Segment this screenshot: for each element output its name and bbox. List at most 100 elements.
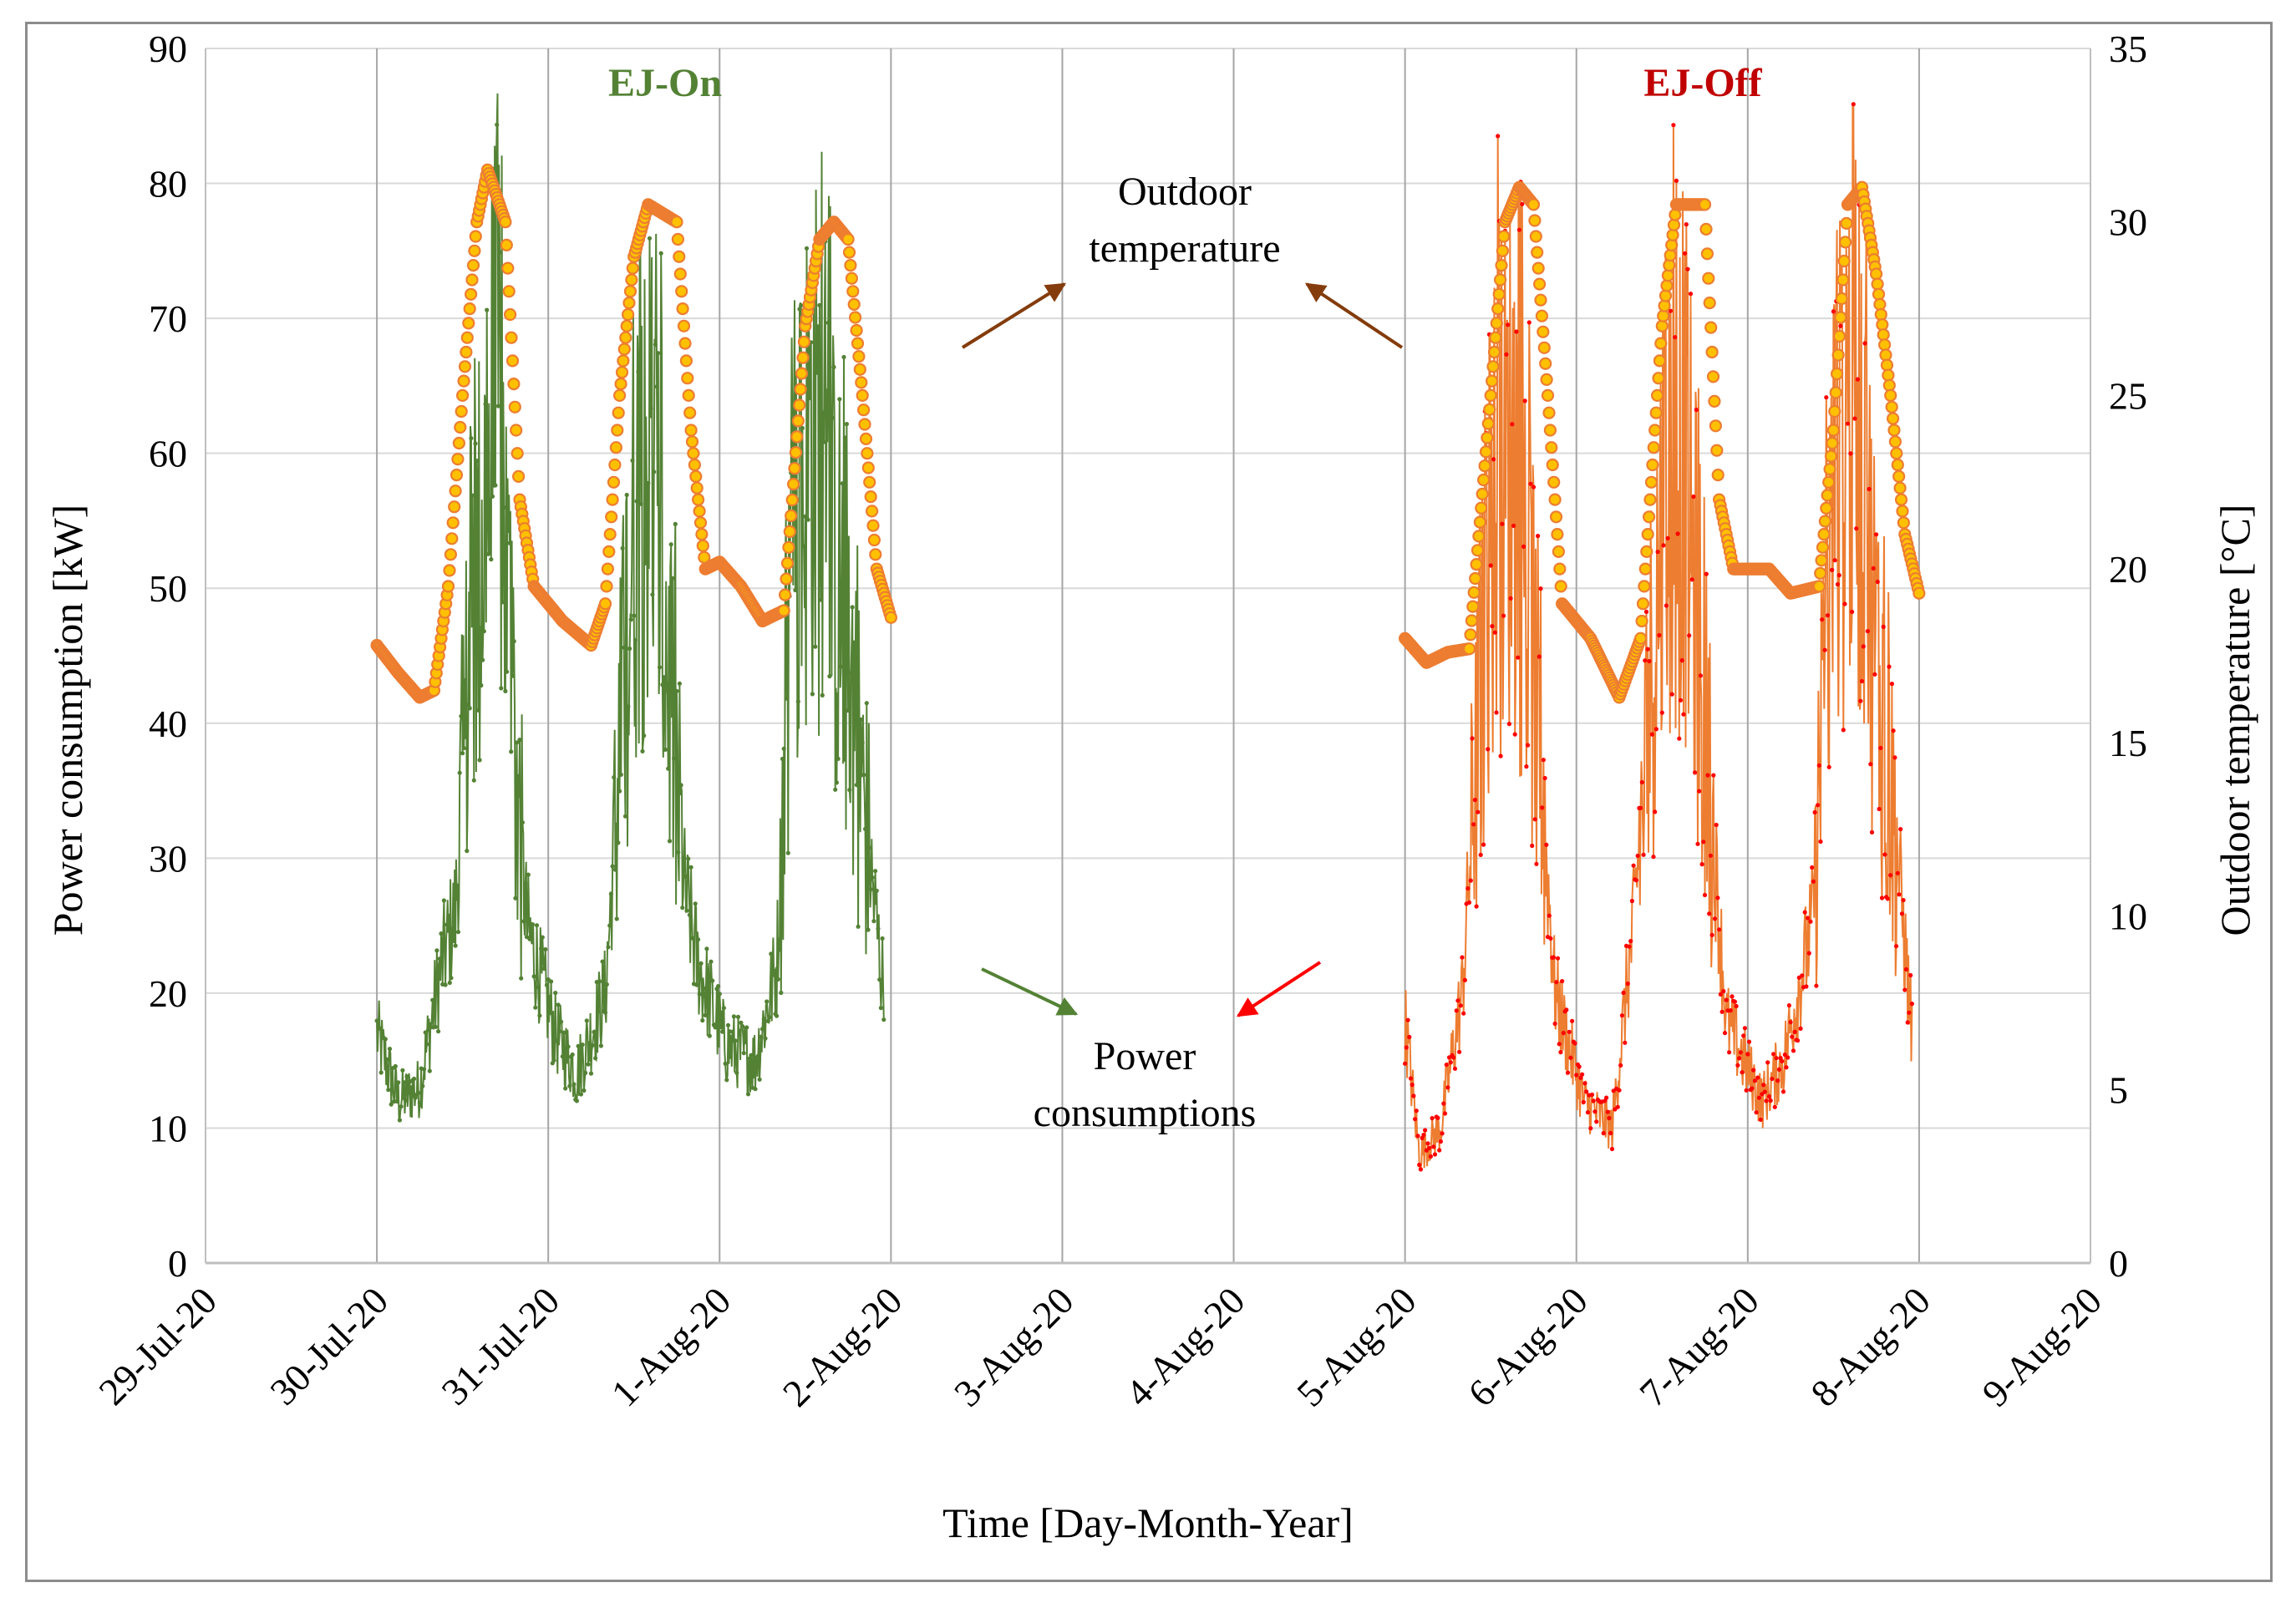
power-ej-on-point [393,1063,398,1069]
power-ej-on-point [800,425,805,431]
power-ej-off-point [1717,927,1722,932]
power-ej-off-point [1580,1072,1585,1077]
annotation-temperature-line-1: Outdoor [1118,170,1252,214]
power-ej-off-point [1512,732,1517,737]
power-ej-off-point [1617,1088,1622,1093]
power-ej-on-point [683,874,688,879]
power-ej-off-point [1618,1063,1623,1068]
power-ej-on-point [517,738,522,743]
temperature-point [607,475,621,489]
power-ej-on-point [781,746,786,751]
power-ej-on-point [739,1020,744,1025]
power-ej-off-point [1711,773,1716,778]
power-ej-on-point [530,922,536,927]
power-ej-on-point [483,402,488,407]
power-ej-off-point [1894,944,1899,949]
temperature-point [605,510,618,524]
power-ej-off-point [1538,586,1543,591]
power-ej-on-point [838,664,844,669]
temperature-point [684,424,698,437]
power-ej-off-point [1608,1130,1613,1136]
power-ej-off-point [1555,956,1561,961]
power-ej-on-point [500,600,505,605]
temperature-point [850,323,863,337]
power-ej-on-point [821,439,826,444]
power-ej-on-point [543,946,548,952]
power-ej-off-point [1454,1008,1459,1013]
power-ej-on-point [439,931,444,936]
temperature-point [852,350,866,363]
power-ej-on-point [383,1037,388,1042]
power-ej-on-point [557,1029,562,1034]
power-ej-on-point [856,924,861,929]
power-ej-off-point [1701,840,1706,845]
power-ej-on-point [387,1047,393,1052]
power-ej-off-point [1504,352,1509,357]
power-ej-on-point [507,540,512,545]
power-ej-off-point [1724,997,1729,1002]
temperature-point [460,331,474,344]
temperature-point [455,404,468,418]
temperature-point [845,271,859,285]
power-ej-on-point [674,688,679,693]
power-ej-on-point [864,701,869,706]
power-ej-on-point [612,775,617,780]
temperature-point [621,307,635,322]
temperature-point [1641,527,1654,541]
power-ej-off-point [1568,1055,1573,1060]
power-ej-on-point [743,1040,748,1045]
x-tick-label: 6-Aug-20 [1460,1279,1596,1415]
power-ej-on-point [495,403,501,408]
temperature-point [1655,319,1669,332]
temperature-point [1484,388,1497,402]
arrow-temperature-left [961,282,1067,349]
power-ej-on-point [394,1098,399,1104]
temperature-point [1537,341,1551,354]
power-ej-on-point [720,1029,725,1034]
power-ej-on-point [570,1052,575,1058]
temperature-point [1636,597,1650,611]
power-ej-off-point [1905,1020,1910,1025]
y-right-tick-label: 20 [2109,548,2147,591]
power-ej-off-point [1403,1061,1408,1066]
power-ej-off-point [1421,1133,1426,1138]
power-ej-off-point [1891,728,1896,733]
power-ej-on-point [803,514,808,519]
power-ej-on-point [877,977,882,982]
power-ej-off-point [1776,1067,1781,1072]
temperature-point [791,414,805,428]
temperature-point [511,469,526,484]
power-ej-off-point [1432,1152,1438,1157]
power-ej-on-point [521,919,526,924]
temperature-point [1650,388,1664,402]
temperature-point [782,540,795,554]
power-ej-off-point [1885,896,1890,901]
temperature-point [1647,441,1660,454]
x-tick-label: 4-Aug-20 [1117,1279,1253,1415]
temperature-point [851,337,865,350]
power-ej-on-point [848,670,854,676]
power-ej-off-point [1661,543,1666,548]
power-ej-off-point [1832,558,1837,563]
temperature-point [785,493,799,507]
power-ej-on-point [400,1068,405,1073]
power-ej-off-point [1889,682,1894,687]
power-ej-off-point [1655,550,1660,555]
temperature-point [691,493,705,506]
power-ej-off-point [1516,655,1521,660]
power-ej-off-point [1448,1060,1453,1065]
temperature-point [842,246,856,259]
power-ej-on-point [707,1033,712,1038]
power-ej-off-point [1532,817,1537,822]
power-ej-on-point [475,459,480,464]
temperature-point [858,418,871,431]
power-ej-on-point [447,980,452,986]
power-ej-off-point [1589,1092,1595,1098]
temperature-point [1548,493,1562,506]
power-ej-on-point [547,994,552,999]
temperature-point [783,525,796,539]
temperature-point [1882,368,1895,382]
power-ej-off-point [1699,862,1704,867]
temperature-point [603,527,617,541]
power-ej-off-point [1524,764,1529,769]
